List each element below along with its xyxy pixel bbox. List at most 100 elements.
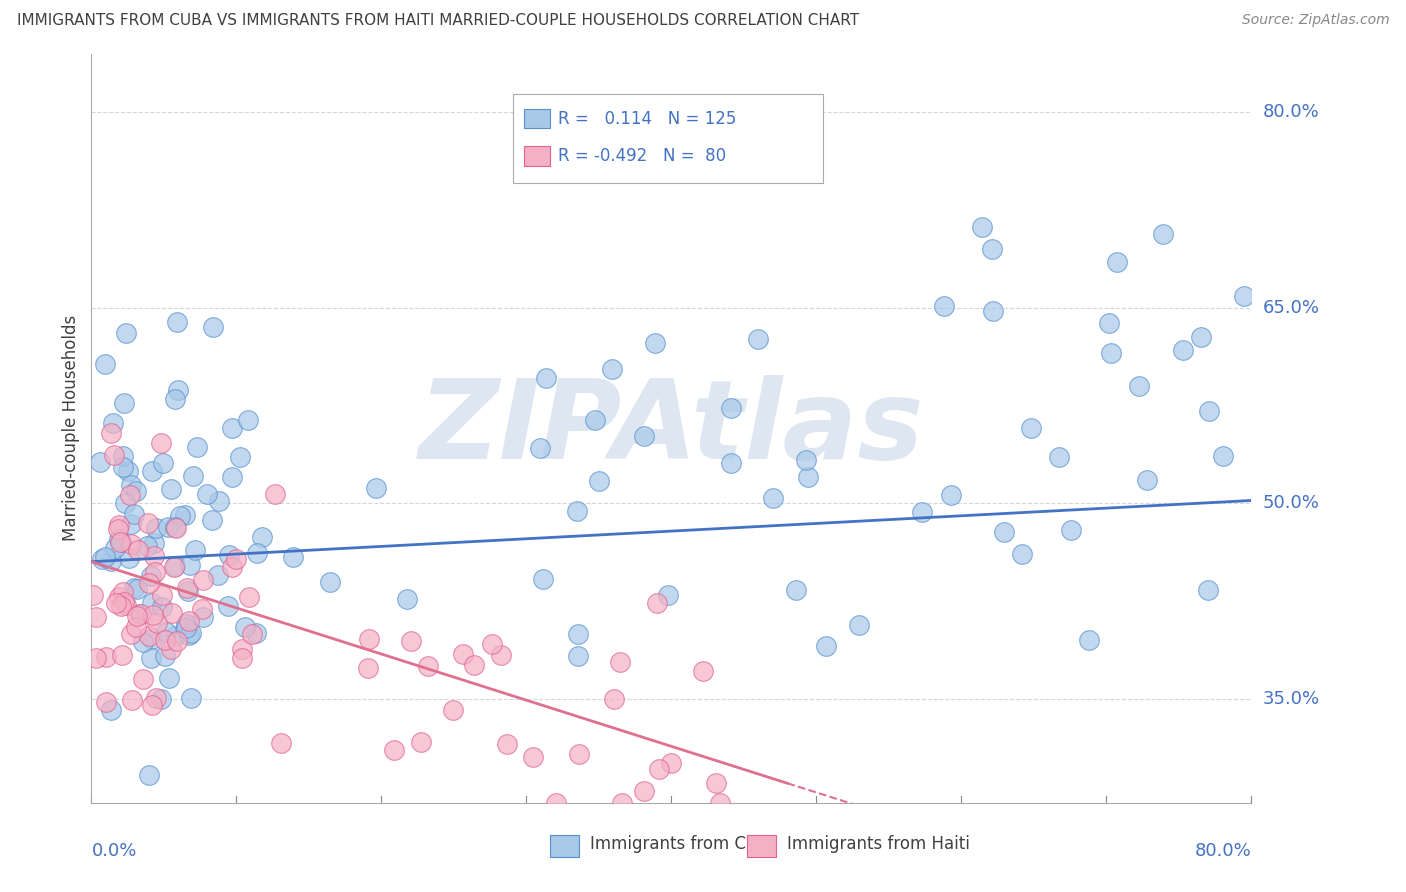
Y-axis label: Married-couple Households: Married-couple Households [62, 315, 80, 541]
Point [357, 632, 380, 646]
Point [120, 516, 142, 531]
Point [176, 583, 198, 598]
Point [120, 537, 142, 551]
Point [127, 608, 149, 623]
Point [146, 615, 169, 630]
Point [184, 542, 207, 557]
Point [221, 560, 243, 574]
Text: Immigrants from Haiti: Immigrants from Haiti [787, 835, 970, 853]
Point [153, 632, 176, 647]
Point [132, 635, 155, 649]
Point [179, 628, 201, 642]
Point [1059, 524, 1081, 538]
Point [160, 641, 183, 656]
Point [141, 698, 163, 712]
Point [364, 481, 387, 495]
Point [129, 607, 152, 621]
Text: R = -0.492   N =  80: R = -0.492 N = 80 [558, 147, 727, 165]
Point [122, 582, 145, 596]
Point [141, 464, 163, 478]
Point [191, 602, 214, 616]
Point [155, 625, 177, 640]
Point [382, 743, 405, 757]
Point [150, 692, 173, 706]
Point [100, 554, 122, 568]
Point [181, 469, 204, 483]
Point [176, 581, 198, 595]
Point [233, 620, 256, 634]
Point [84, 610, 107, 624]
Point [610, 796, 633, 810]
Point [609, 655, 631, 669]
Point [1212, 449, 1234, 463]
Point [567, 648, 589, 663]
Point [136, 539, 159, 553]
Point [489, 648, 512, 662]
Point [720, 457, 742, 471]
Point [250, 530, 273, 544]
Point [208, 494, 231, 508]
Point [138, 575, 160, 590]
Text: 35.0%: 35.0% [1263, 690, 1320, 707]
Text: 65.0%: 65.0% [1263, 299, 1319, 317]
Point [603, 692, 626, 706]
Point [180, 690, 202, 705]
Point [264, 487, 287, 501]
Point [932, 299, 955, 313]
Point [145, 520, 167, 534]
Point [179, 558, 201, 572]
Point [657, 588, 679, 602]
Point [153, 649, 176, 664]
Point [101, 416, 124, 430]
Point [202, 320, 225, 334]
Point [814, 639, 837, 653]
Point [221, 421, 243, 435]
Point [1233, 289, 1256, 303]
Point [163, 558, 186, 573]
Point [180, 625, 202, 640]
Point [111, 584, 134, 599]
Point [1098, 316, 1121, 330]
Point [143, 549, 166, 564]
FancyBboxPatch shape [550, 835, 579, 857]
Point [125, 483, 148, 498]
Point [174, 508, 197, 523]
Point [583, 412, 606, 426]
Point [1105, 254, 1128, 268]
Point [762, 491, 785, 505]
Point [107, 523, 129, 537]
Point [1078, 632, 1101, 647]
Text: 80.0%: 80.0% [1263, 103, 1319, 121]
Point [1047, 450, 1070, 465]
Point [245, 626, 267, 640]
Point [108, 517, 131, 532]
Point [89, 454, 111, 468]
Point [246, 546, 269, 560]
Point [911, 505, 934, 519]
Point [1197, 582, 1219, 597]
Point [794, 453, 817, 467]
Point [110, 535, 132, 549]
Point [117, 551, 139, 566]
Point [195, 487, 218, 501]
Point [495, 737, 517, 751]
Point [112, 595, 135, 609]
Point [522, 750, 544, 764]
Point [207, 567, 229, 582]
Point [399, 633, 422, 648]
Point [1136, 473, 1159, 487]
Point [104, 541, 127, 556]
Point [94, 357, 117, 371]
Text: 0.0%: 0.0% [91, 842, 136, 860]
Point [142, 608, 165, 623]
Point [644, 336, 666, 351]
Point [114, 496, 136, 510]
Point [120, 478, 142, 492]
Text: 80.0%: 80.0% [1195, 842, 1251, 860]
Point [481, 637, 503, 651]
Point [236, 413, 259, 427]
Point [531, 572, 554, 586]
Text: ZIPAtlas: ZIPAtlas [419, 375, 924, 482]
Point [162, 560, 184, 574]
Point [231, 641, 253, 656]
